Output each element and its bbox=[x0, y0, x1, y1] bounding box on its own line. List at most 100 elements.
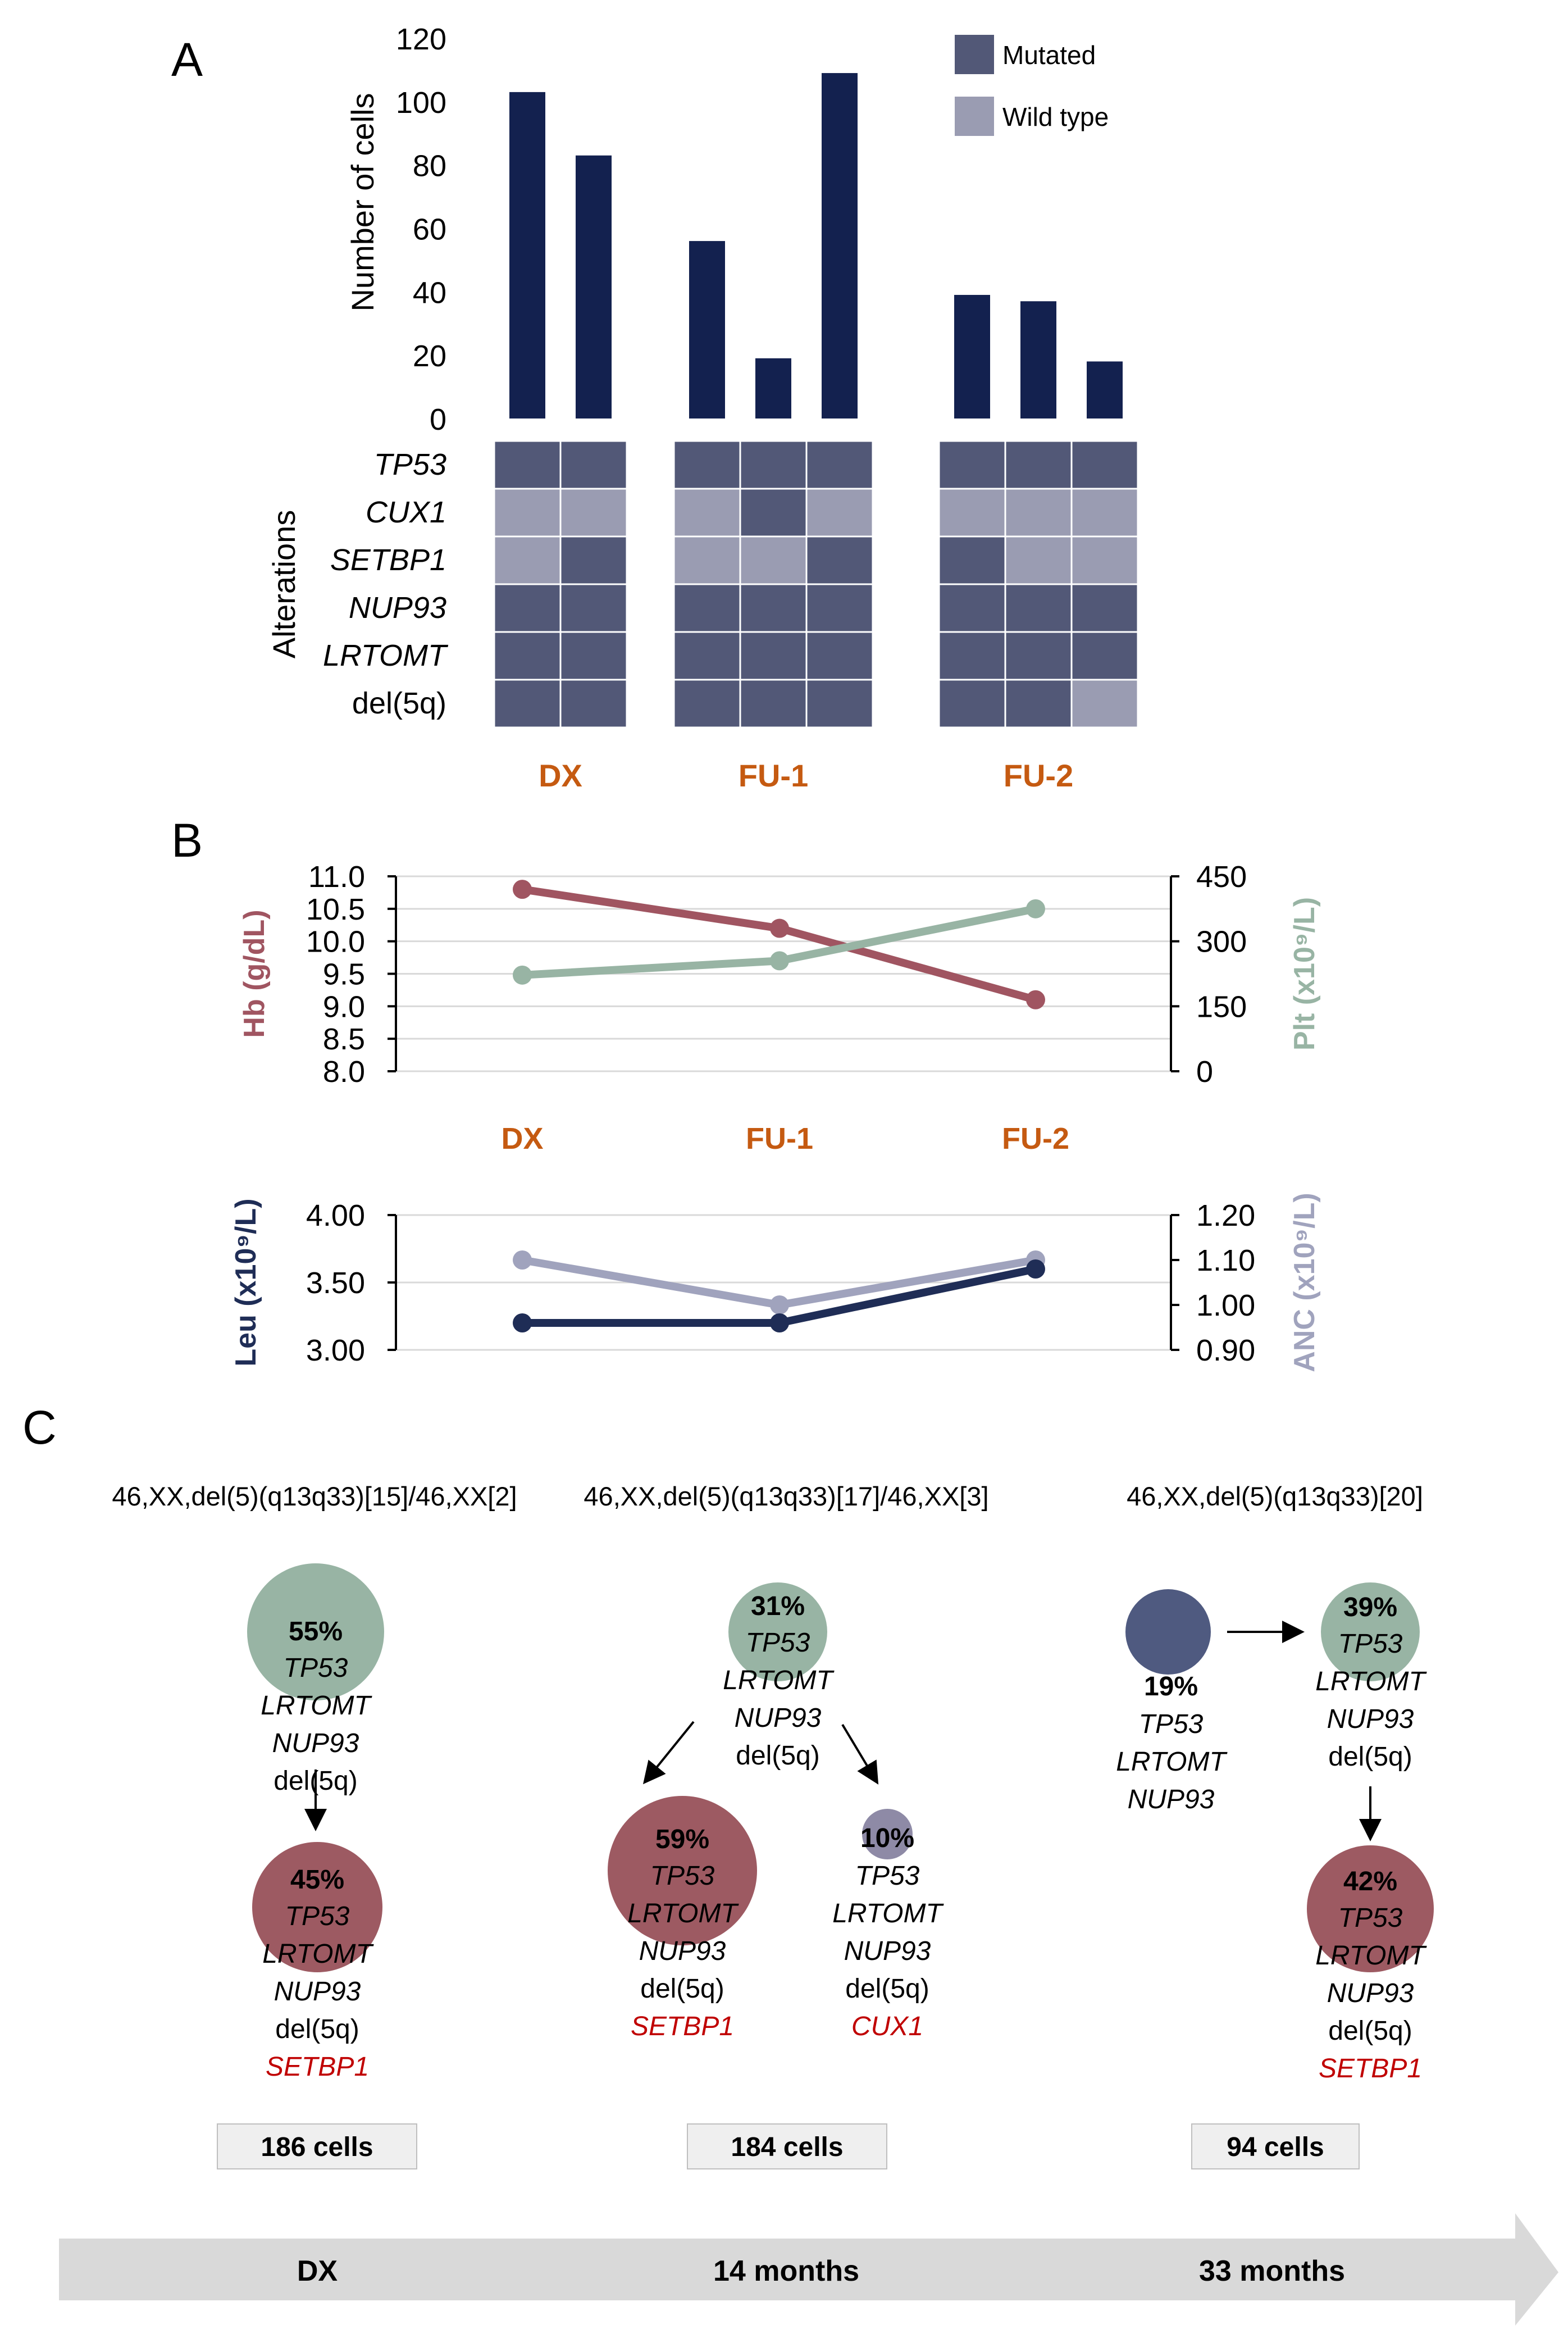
bar bbox=[822, 73, 858, 419]
heatmap-cell bbox=[739, 679, 808, 729]
bar bbox=[755, 358, 791, 419]
data-point-leu bbox=[770, 1313, 789, 1332]
panel-label-c: C bbox=[22, 1401, 57, 1454]
heatmap-cell bbox=[739, 535, 808, 585]
heatmap-row-label: CUX1 bbox=[366, 495, 446, 529]
clone-alteration: LRTOMT bbox=[723, 1666, 835, 1695]
chart-legend: Mutated Wild type bbox=[955, 35, 1109, 136]
bar bbox=[1020, 301, 1056, 419]
clone-alteration: LRTOMT bbox=[1315, 1941, 1427, 1971]
heatmap-cell bbox=[938, 488, 1006, 538]
heatmap-cell bbox=[805, 488, 874, 538]
clone-alteration: NUP93 bbox=[274, 1977, 361, 2007]
data-point-leu bbox=[513, 1313, 532, 1332]
heatmap-cell bbox=[805, 440, 874, 490]
clone-alteration: TP53 bbox=[855, 1861, 920, 1891]
y-tick-label: 120 bbox=[396, 22, 446, 56]
clone-circle-fu2-founder bbox=[1321, 1582, 1420, 1681]
heatmap-cell bbox=[559, 583, 628, 633]
heatmap-cell bbox=[1070, 440, 1139, 490]
left-tick-label: 4.00 bbox=[306, 1199, 365, 1232]
timepoint-label: FU-2 bbox=[1004, 758, 1073, 793]
clone-percent: 42% bbox=[1343, 1867, 1397, 1896]
heatmap-cell bbox=[493, 488, 562, 538]
karyotype-label: 46,XX,del(5)(q13q33)[15]/46,XX[2] bbox=[112, 1481, 517, 1511]
timeline-label: DX bbox=[297, 2255, 338, 2287]
clone-alteration: NUP93 bbox=[1128, 1785, 1215, 1814]
heatmap-cell bbox=[938, 631, 1006, 681]
heatmap-cell bbox=[938, 679, 1006, 729]
bar bbox=[576, 155, 612, 419]
heatmap-cell bbox=[1070, 488, 1139, 538]
cell-count-box bbox=[217, 2123, 417, 2169]
clone-alteration: LRTOMT bbox=[832, 1899, 944, 1928]
data-point-leu bbox=[1026, 1259, 1045, 1279]
left-tick-label: 9.0 bbox=[323, 990, 365, 1024]
right-tick-label: 150 bbox=[1196, 990, 1247, 1024]
clone-alteration: TP53 bbox=[746, 1628, 810, 1658]
clone-alteration: del(5q) bbox=[640, 1974, 724, 2004]
left-axis-label: Hb (g/dL) bbox=[238, 909, 271, 1038]
heatmap-cell bbox=[673, 535, 741, 585]
heatmap-cell bbox=[493, 440, 562, 490]
clone-alteration: del(5q) bbox=[275, 2014, 359, 2044]
clone-percent: 31% bbox=[751, 1591, 805, 1621]
clone-alteration: del(5q) bbox=[1328, 2016, 1412, 2046]
timeline-arrow bbox=[59, 2213, 1558, 2326]
left-tick-label: 8.0 bbox=[323, 1055, 365, 1089]
data-point-hb bbox=[513, 880, 532, 899]
clone-alteration: del(5q) bbox=[845, 1974, 929, 2004]
y-tick-label: 100 bbox=[396, 86, 446, 120]
heatmap-cell bbox=[1070, 583, 1139, 633]
right-tick-label: 0.90 bbox=[1196, 1334, 1255, 1367]
y-tick-label: 0 bbox=[430, 403, 446, 436]
heatmap-cell bbox=[493, 583, 562, 633]
panel-label-a: A bbox=[171, 33, 203, 86]
bar bbox=[954, 294, 990, 419]
clone-percent: 19% bbox=[1144, 1672, 1198, 1702]
bar bbox=[1087, 361, 1123, 419]
heatmap-cell bbox=[1070, 679, 1139, 729]
clone-circle-fu2-setbp1 bbox=[1307, 1845, 1434, 1972]
left-tick-label: 8.5 bbox=[323, 1022, 365, 1056]
bar bbox=[689, 241, 725, 419]
heatmap-cell bbox=[673, 488, 741, 538]
heatmap-cell bbox=[1004, 583, 1073, 633]
legend-label-mutated: Mutated bbox=[1002, 40, 1096, 70]
x-category-label: DX bbox=[501, 1122, 543, 1156]
clone-alteration: LRTOMT bbox=[1315, 1667, 1427, 1696]
heatmap-row-label: NUP93 bbox=[349, 591, 446, 625]
heatmap-cell bbox=[739, 488, 808, 538]
clonal-evolution: 46,XX,del(5)(q13q33)[15]/46,XX[2] 46,XX,d… bbox=[59, 1481, 1558, 2326]
legend-swatch-wild_type bbox=[955, 97, 994, 136]
heatmap-cell bbox=[1070, 631, 1139, 681]
clone-alteration: TP53 bbox=[285, 1902, 350, 1931]
x-category-label: FU-2 bbox=[1002, 1122, 1069, 1156]
clone-alteration: NUP93 bbox=[1327, 1978, 1414, 2008]
cell-count-box bbox=[687, 2123, 887, 2169]
left-tick-label: 10.0 bbox=[306, 925, 365, 959]
clone-alteration: SETBP1 bbox=[631, 2012, 734, 2041]
heatmap-cell bbox=[805, 583, 874, 633]
lineage-arrow bbox=[642, 1721, 695, 1785]
heatmap-cell bbox=[1004, 440, 1073, 490]
y-tick-label: 40 bbox=[413, 276, 446, 310]
right-tick-label: 1.00 bbox=[1196, 1289, 1255, 1322]
bar-chart: 0 20 40 60 80 100 120 Number of cells bbox=[345, 22, 1123, 436]
heatmap-cell bbox=[805, 679, 874, 729]
clone-percent: 39% bbox=[1343, 1593, 1397, 1622]
clone-circle-dx-founder bbox=[247, 1563, 384, 1700]
clone-alteration: LRTOMT bbox=[261, 1691, 372, 1721]
heatmap-cell bbox=[1004, 631, 1073, 681]
data-point-anc bbox=[513, 1250, 532, 1270]
clone-percent: 59% bbox=[655, 1825, 709, 1854]
timeline-label: 33 months bbox=[1199, 2255, 1345, 2287]
timepoint-label: FU-1 bbox=[739, 758, 808, 793]
y-tick-label: 60 bbox=[413, 213, 446, 247]
cell-count-label: 186 cells bbox=[261, 2132, 373, 2162]
data-point-hb bbox=[770, 918, 789, 938]
cell-count-label: 184 cells bbox=[731, 2132, 843, 2162]
left-axis-label: Leu (x10⁹/L) bbox=[230, 1198, 262, 1366]
series-line-hb bbox=[521, 885, 1037, 1004]
y-tick-label: 20 bbox=[413, 339, 446, 373]
